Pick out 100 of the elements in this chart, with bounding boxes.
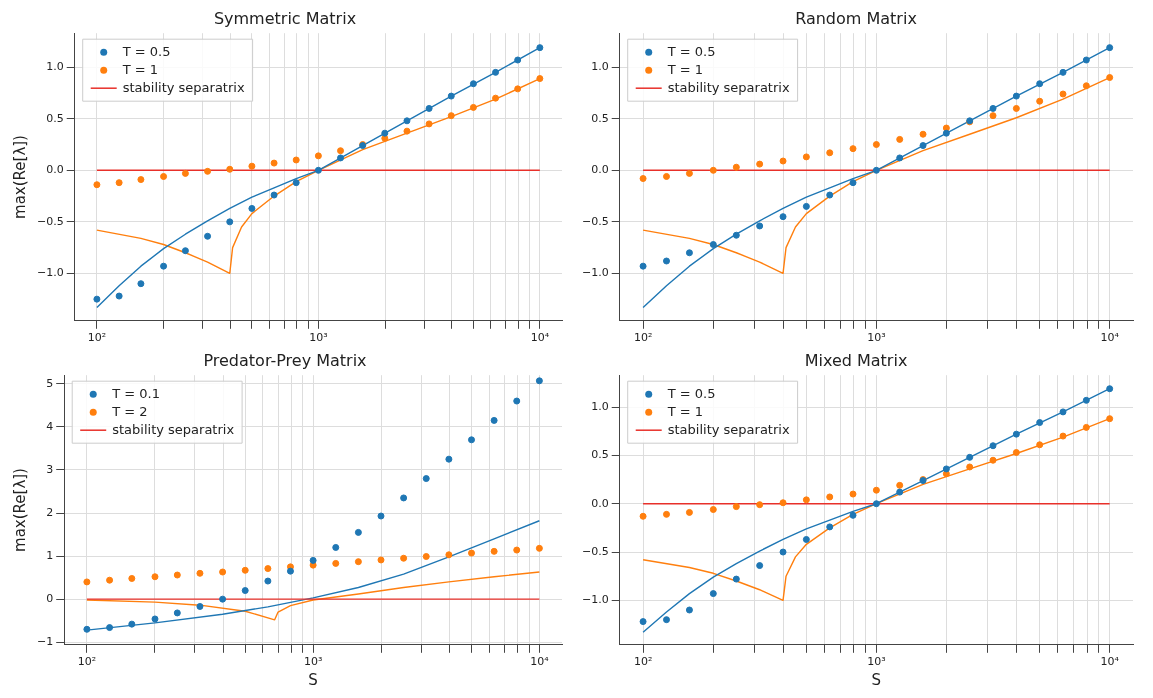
point bbox=[1082, 423, 1090, 431]
point bbox=[709, 590, 717, 598]
point bbox=[286, 567, 294, 575]
chart-title: Random Matrix bbox=[795, 8, 917, 28]
point bbox=[709, 166, 717, 174]
point bbox=[826, 149, 834, 157]
point bbox=[337, 154, 345, 162]
point bbox=[332, 559, 340, 567]
point bbox=[1036, 97, 1044, 105]
point bbox=[732, 231, 740, 239]
y-tick-label: −0.5 bbox=[36, 214, 64, 228]
point bbox=[226, 165, 234, 173]
point bbox=[377, 512, 385, 520]
point bbox=[536, 75, 544, 83]
point bbox=[403, 127, 411, 135]
point bbox=[128, 574, 136, 582]
point bbox=[779, 213, 787, 221]
point bbox=[151, 573, 159, 581]
point bbox=[849, 179, 857, 187]
point bbox=[535, 377, 543, 385]
point bbox=[492, 68, 500, 76]
point bbox=[492, 94, 500, 102]
y-tick-label: 4 bbox=[46, 419, 54, 433]
point bbox=[1106, 74, 1114, 82]
legend-label: T = 1 bbox=[121, 61, 159, 77]
point bbox=[732, 575, 740, 583]
point bbox=[1082, 396, 1090, 404]
y-tick-label: 1.0 bbox=[591, 60, 609, 74]
point bbox=[196, 569, 204, 577]
point bbox=[106, 576, 114, 584]
point bbox=[535, 544, 543, 552]
point bbox=[1106, 415, 1114, 423]
point bbox=[204, 232, 212, 240]
point bbox=[93, 295, 101, 303]
point bbox=[513, 397, 521, 405]
y-tick-label: −1.0 bbox=[581, 593, 609, 607]
point bbox=[1012, 449, 1020, 457]
y-axis-title: max(Re[λ]) bbox=[10, 468, 29, 552]
x-tick-label: 10⁴ bbox=[530, 331, 550, 345]
point bbox=[663, 616, 670, 624]
legend-label: T = 1 bbox=[666, 403, 704, 419]
point bbox=[381, 129, 389, 137]
point bbox=[468, 436, 476, 444]
point bbox=[469, 103, 477, 111]
legend-label: T = 0.1 bbox=[111, 385, 160, 401]
point bbox=[989, 456, 997, 464]
point bbox=[872, 166, 880, 174]
point bbox=[1036, 419, 1044, 427]
point bbox=[337, 147, 345, 155]
point bbox=[802, 496, 810, 504]
point bbox=[966, 453, 974, 461]
y-tick-label: −1.0 bbox=[36, 266, 64, 280]
point bbox=[173, 609, 181, 617]
x-tick-label: 10³ bbox=[303, 655, 323, 669]
point bbox=[403, 117, 411, 125]
point bbox=[896, 135, 904, 143]
point bbox=[173, 571, 181, 579]
point bbox=[226, 218, 234, 226]
y-tick-label: 3 bbox=[46, 462, 54, 476]
x-tick-label: 10⁴ bbox=[530, 655, 550, 669]
point bbox=[896, 154, 904, 162]
legend-label: stability separatrix bbox=[667, 421, 790, 437]
x-tick-label: 10³ bbox=[867, 331, 886, 345]
y-tick-label: 1.0 bbox=[591, 399, 609, 413]
y-tick-label: 0.0 bbox=[591, 496, 609, 510]
point bbox=[425, 120, 433, 128]
point bbox=[989, 104, 997, 112]
point bbox=[270, 159, 278, 167]
point bbox=[709, 506, 717, 514]
legend-label: T = 0.5 bbox=[666, 385, 716, 401]
y-tick-label: −0.5 bbox=[581, 214, 609, 228]
point bbox=[204, 167, 212, 175]
point bbox=[732, 163, 740, 171]
point bbox=[966, 463, 974, 471]
point bbox=[292, 179, 300, 187]
legend-label: stability separatrix bbox=[667, 79, 790, 95]
point bbox=[445, 455, 453, 463]
point bbox=[447, 112, 455, 120]
point bbox=[400, 554, 408, 562]
point bbox=[826, 523, 834, 531]
x-tick-label: 10³ bbox=[867, 655, 886, 669]
point bbox=[779, 499, 787, 507]
point bbox=[732, 503, 740, 511]
point bbox=[802, 153, 810, 161]
point bbox=[872, 141, 880, 149]
point bbox=[639, 262, 647, 270]
point bbox=[83, 625, 91, 633]
point bbox=[447, 92, 455, 100]
point bbox=[639, 175, 647, 183]
point bbox=[756, 160, 764, 168]
point bbox=[663, 257, 670, 265]
y-tick-label: 0.0 bbox=[591, 163, 609, 177]
point bbox=[115, 179, 123, 187]
point bbox=[942, 465, 950, 473]
point bbox=[896, 481, 904, 489]
point bbox=[219, 595, 227, 603]
legend-label: T = 0.5 bbox=[666, 43, 716, 59]
y-tick-label: 1 bbox=[46, 548, 54, 562]
point bbox=[685, 606, 693, 614]
point bbox=[264, 577, 272, 585]
